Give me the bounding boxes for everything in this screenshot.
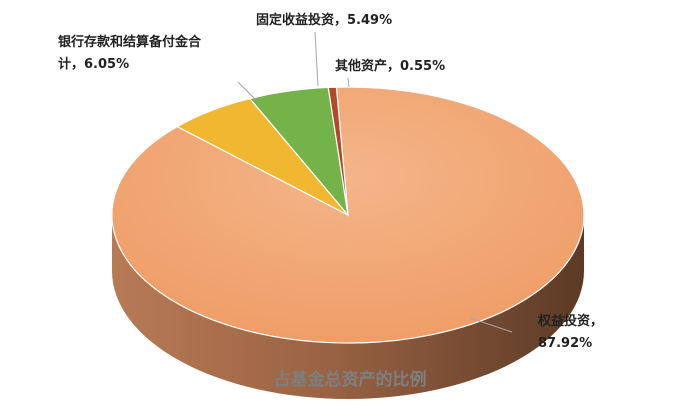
slice-label-3: 固定收益投资，5.49%	[256, 12, 392, 28]
leader-line-1	[469, 317, 513, 333]
pie-top-layer	[111, 86, 585, 344]
pie-slice-4	[327, 86, 349, 216]
slice-label-1: 权益投资， 87.92%	[537, 313, 603, 351]
slice-label-2: 银行存款和结算备付金合计，6.05%	[58, 34, 202, 72]
leader-line-3	[314, 31, 319, 87]
leader-line-2	[237, 81, 257, 101]
slice-label-4: 其他资产，0.55%	[335, 58, 445, 74]
pie-side-1	[112, 215, 584, 399]
chart-title: 占基金总资产的比例	[274, 369, 427, 390]
pie-labels-layer: 权益投资， 87.92% 银行存款和结算备付金合计，6.05% 固定收益投资，5.49…	[58, 12, 603, 351]
pie-side-layer	[112, 215, 584, 399]
leader-line-4	[347, 77, 350, 88]
